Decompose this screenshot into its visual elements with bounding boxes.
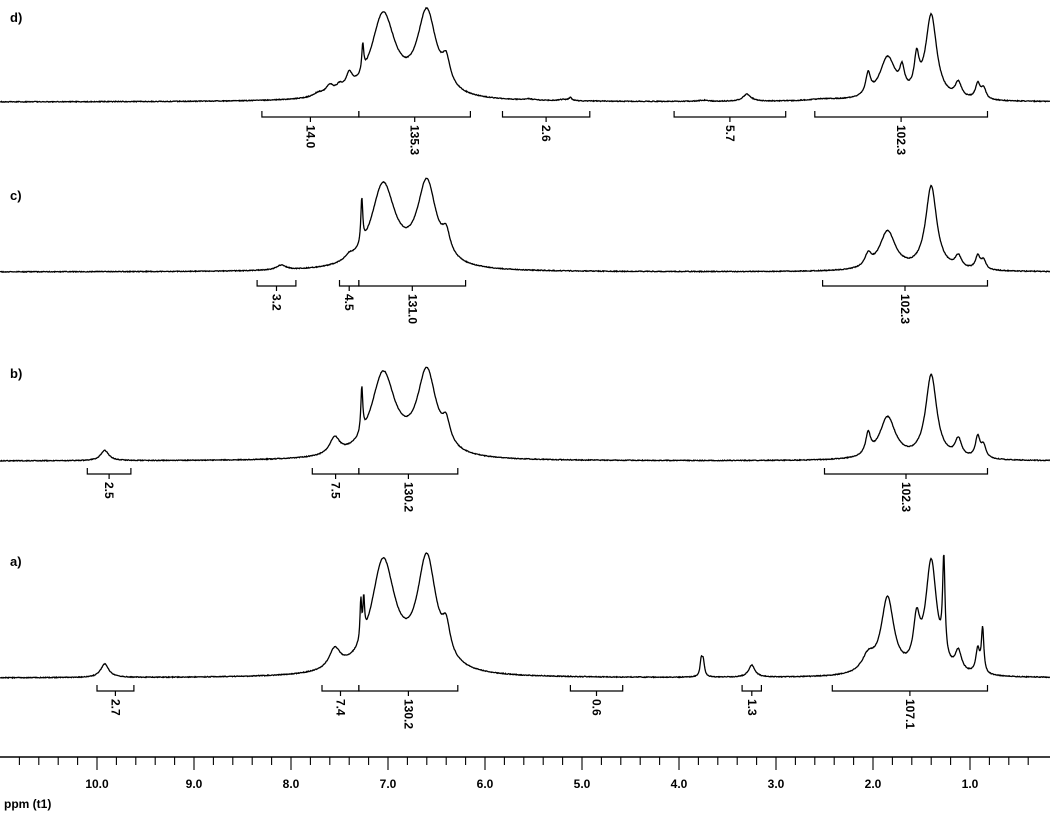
integral-label: 5.7 xyxy=(723,125,737,142)
spectra-panels: d) 14.0 135.3 2.6 5.7 102.3 c) 3.2 4.5 131.0 102.3… xyxy=(0,6,1050,729)
x-tick-label: 10.0 xyxy=(85,777,109,791)
integral-label: 2.5 xyxy=(102,482,116,499)
integral-bracket xyxy=(358,111,471,122)
x-tick-label: 2.0 xyxy=(865,777,882,791)
integral-bracket xyxy=(358,280,467,291)
integral-label: 135.3 xyxy=(408,125,422,155)
integral-label: 2.6 xyxy=(539,125,553,142)
integral-bracket xyxy=(823,468,989,479)
x-tick-label: 5.0 xyxy=(574,777,591,791)
integral-bracket xyxy=(741,685,762,696)
integral-label: 7.5 xyxy=(329,482,343,499)
spectrum-trace xyxy=(0,552,1050,680)
spectrum-trace xyxy=(0,177,1050,274)
integral-bracket xyxy=(256,280,297,291)
panel-label: a) xyxy=(10,554,22,569)
integral-label: 102.3 xyxy=(894,125,908,155)
integral-bracket xyxy=(822,280,989,291)
integral-label: 102.3 xyxy=(899,482,913,512)
integral-label: 14.0 xyxy=(303,125,317,149)
integral-label: 102.3 xyxy=(898,294,912,324)
integral-bracket xyxy=(321,685,360,696)
integral-label: 131.0 xyxy=(405,294,419,324)
x-tick-label: 7.0 xyxy=(380,777,397,791)
integral-label: 130.2 xyxy=(401,699,415,729)
spectrum-panel-d: d) 14.0 135.3 2.6 5.7 102.3 xyxy=(0,6,1050,155)
panel-label: d) xyxy=(10,10,22,25)
spectrum-trace xyxy=(0,6,1050,104)
integral-bracket xyxy=(86,468,132,479)
integral-label: 0.6 xyxy=(590,699,604,716)
integral-label: 130.2 xyxy=(401,482,415,512)
integral-label: 2.7 xyxy=(108,699,122,716)
integral-bracket xyxy=(261,111,360,122)
x-tick-label: 3.0 xyxy=(768,777,785,791)
x-tick-label: 9.0 xyxy=(186,777,203,791)
panel-label: b) xyxy=(10,366,22,381)
spectrum-panel-c: c) 3.2 4.5 131.0 102.3 xyxy=(0,177,1050,324)
x-axis: 10.0 9.0 8.0 7.0 6.0 5.0 4.0 3.0 2.0 1.0 ppm (t1) xyxy=(0,756,1050,811)
integral-label: 107.1 xyxy=(903,699,917,729)
integral-bracket xyxy=(814,111,989,122)
x-axis-title: ppm (t1) xyxy=(4,797,51,811)
integral-label: 1.3 xyxy=(745,699,759,716)
x-tick-label: 6.0 xyxy=(477,777,494,791)
integral-label: 7.4 xyxy=(334,699,348,716)
integral-bracket xyxy=(338,280,360,291)
integral-bracket xyxy=(311,468,360,479)
x-tick-label: 8.0 xyxy=(283,777,300,791)
spectrum-panel-a: a) 2.7 7.4 130.2 0.6 1.3 107.1 xyxy=(0,552,1050,729)
integral-bracket xyxy=(96,685,135,696)
integral-bracket xyxy=(673,111,787,122)
integral-label: 3.2 xyxy=(270,294,284,311)
integral-label: 4.5 xyxy=(342,294,356,311)
spectrum-panel-b: b) 2.5 7.5 130.2 102.3 xyxy=(0,366,1050,512)
integral-bracket xyxy=(358,685,459,696)
integral-bracket xyxy=(501,111,591,122)
x-axis-ticks: 10.0 9.0 8.0 7.0 6.0 5.0 4.0 3.0 2.0 1.0 xyxy=(18,757,1029,791)
spectrum-trace xyxy=(0,366,1050,463)
x-tick-label: 1.0 xyxy=(962,777,979,791)
integral-bracket xyxy=(831,685,989,696)
integral-bracket xyxy=(358,468,459,479)
x-tick-label: 4.0 xyxy=(671,777,688,791)
integral-bracket xyxy=(569,685,624,696)
panel-label: c) xyxy=(10,188,22,203)
